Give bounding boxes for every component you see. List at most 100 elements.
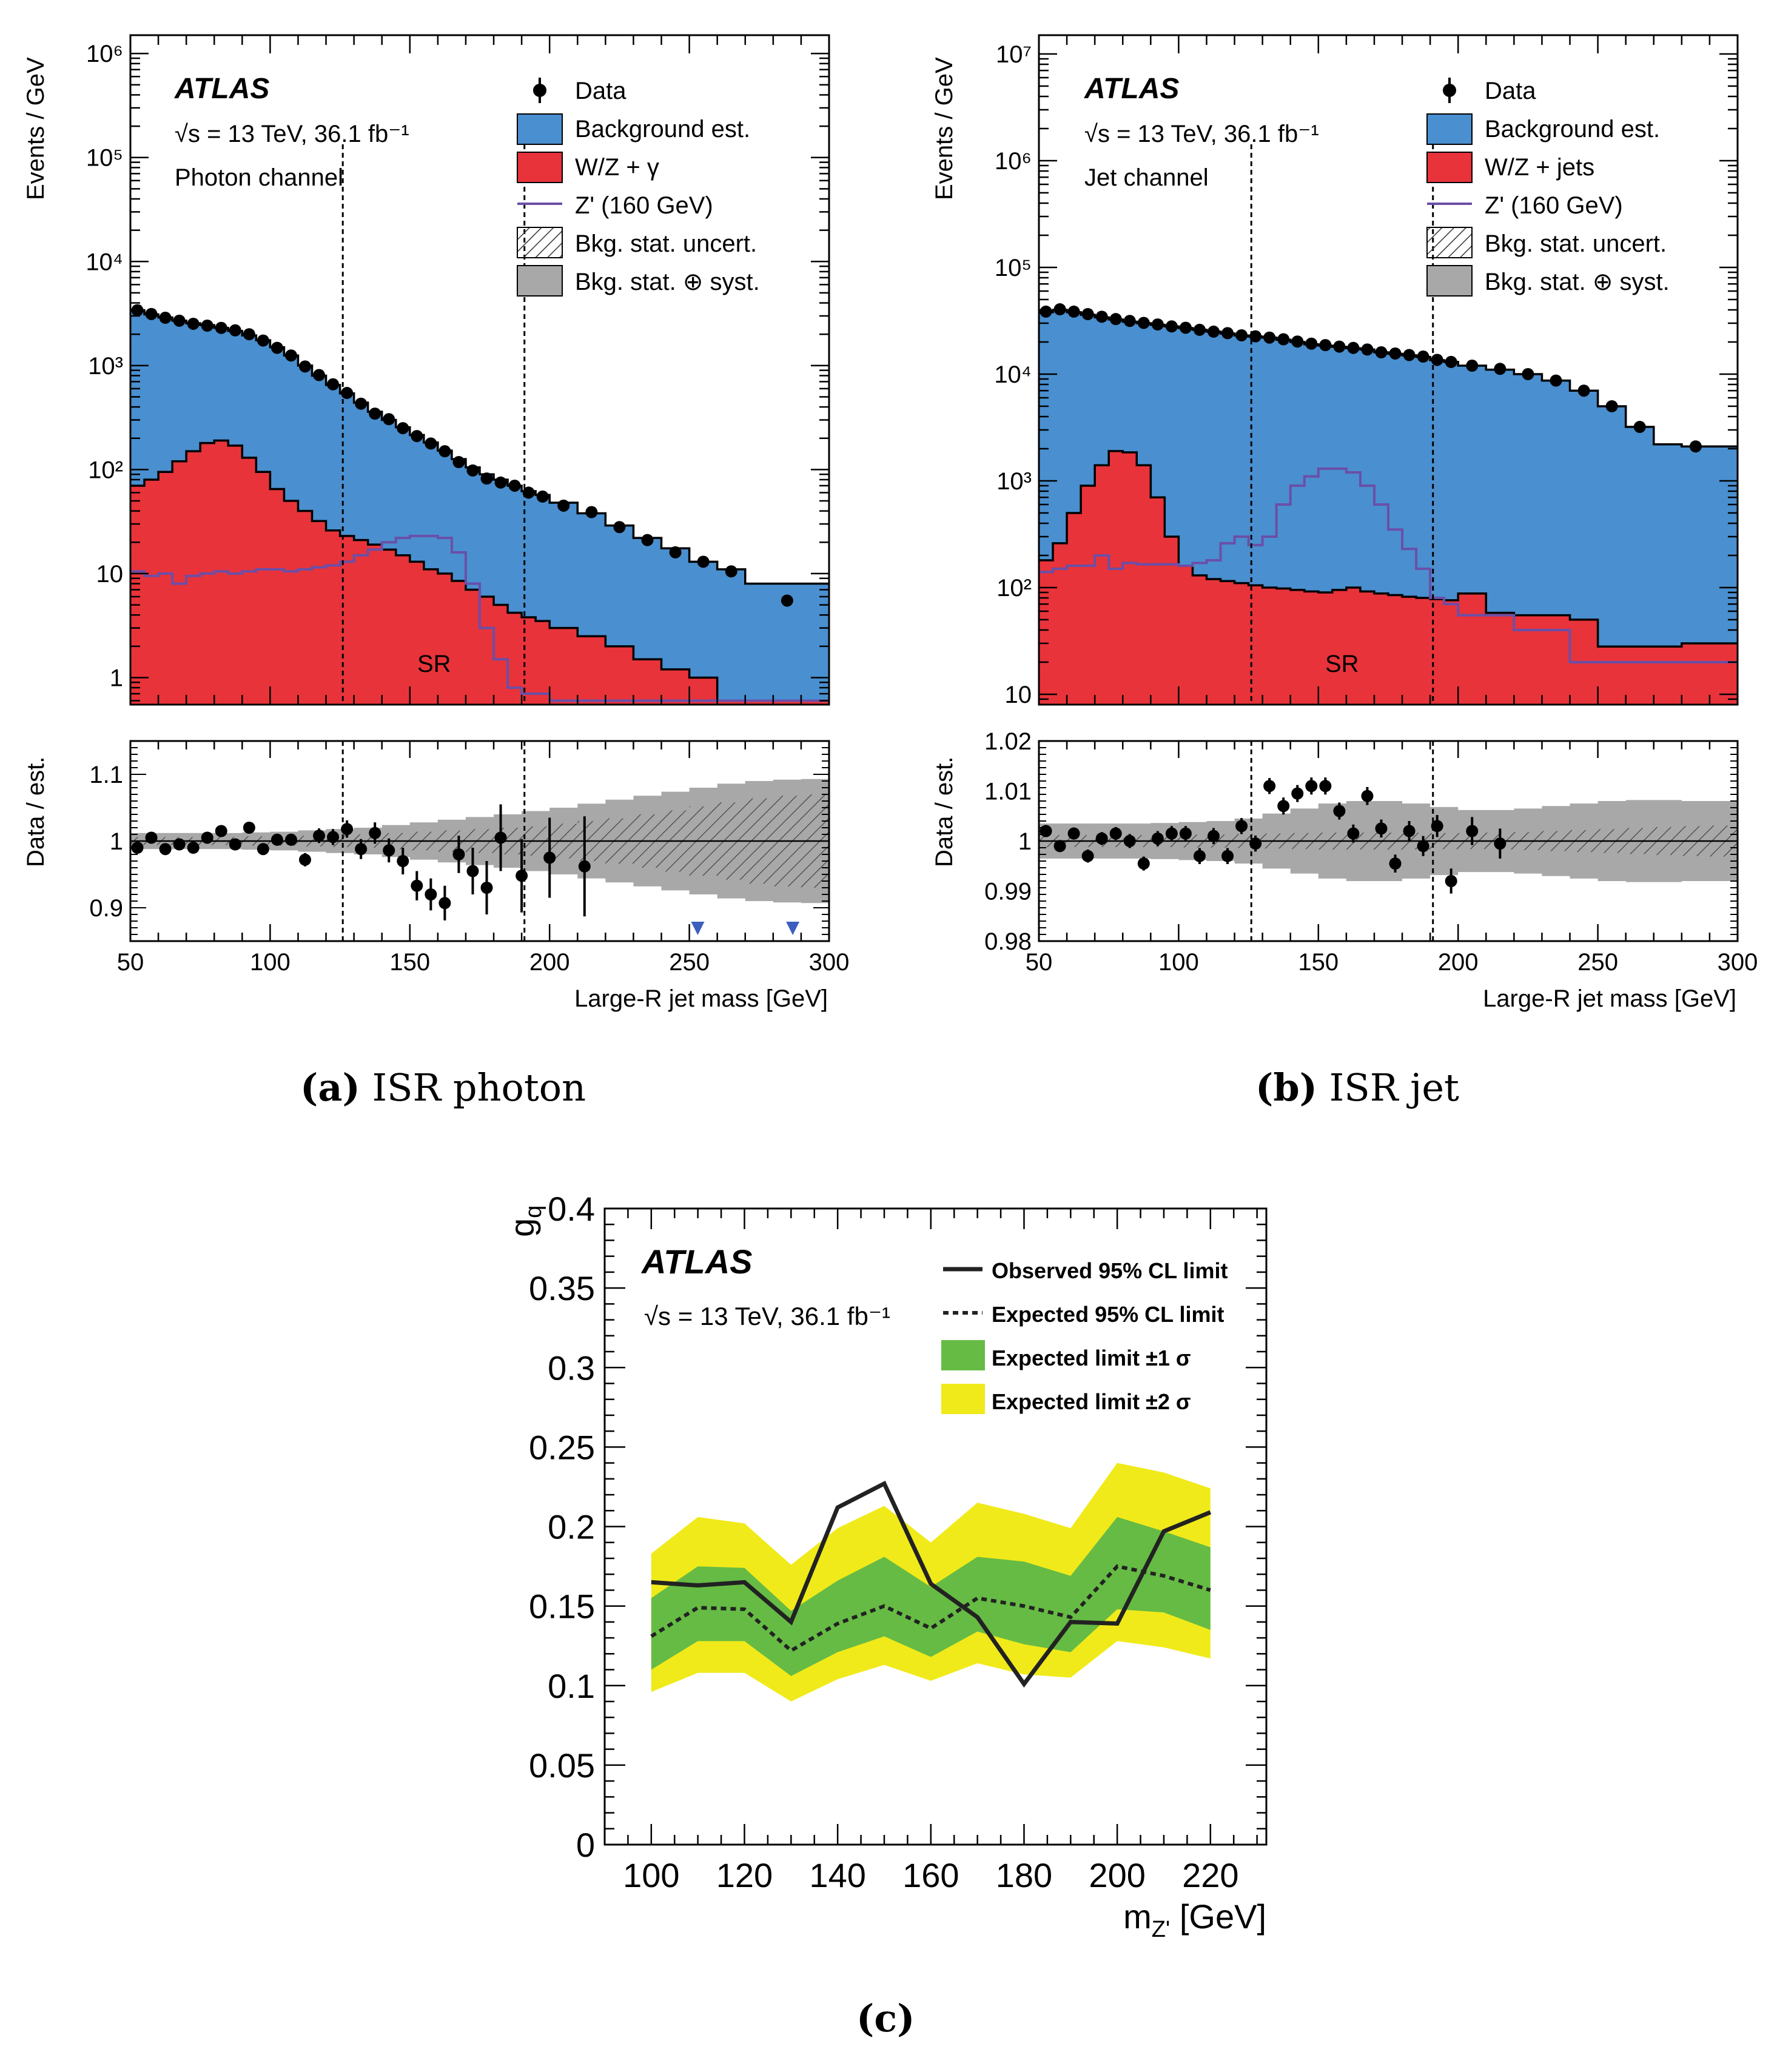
ratio-point: [1235, 820, 1248, 833]
ratio-point: [215, 825, 227, 837]
data-point: [1095, 310, 1108, 323]
ratio-point: [1040, 825, 1052, 837]
data-point: [229, 324, 241, 337]
data-point: [1123, 315, 1136, 327]
x-tick-label: 300: [809, 949, 850, 976]
legend-c-band2-swatch: [941, 1384, 985, 1414]
y-tick-label: 10⁴: [994, 361, 1032, 388]
ratio-point: [145, 831, 158, 844]
ratio-point: [1053, 840, 1066, 853]
data-point: [1689, 440, 1702, 453]
panel-c-xlabel-sub: Z': [1152, 1917, 1170, 1942]
legend-b-zprime: Z' (160 GeV): [1485, 192, 1623, 219]
ratio-point: [1319, 780, 1332, 793]
data-point: [1633, 421, 1646, 434]
ratio-point: [159, 843, 172, 856]
data-point: [781, 594, 793, 607]
y-tick-label: 10³: [88, 353, 123, 380]
ratio-point: [1431, 820, 1443, 833]
data-point: [173, 314, 186, 327]
data-point: [215, 321, 227, 334]
data-point: [522, 486, 535, 499]
wz-outline: [130, 439, 829, 702]
x-tick-label: 50: [1026, 949, 1053, 976]
ratio-point: [257, 843, 269, 856]
ratio-point: [1095, 832, 1108, 845]
ratio-point: [383, 844, 395, 857]
panel-a: 1 10 10² 10³ 10⁴ 10⁵ 10⁶ 0.9 1 1.1 50 100 150 200 250…: [22, 34, 850, 1012]
panel-c: 0 0.05 0.1 0.15 0.2 0.25 0.3 0.35 0.4 100 120 140 16…: [503, 1190, 1268, 1942]
panel-c-xlabel-unit: [GeV]: [1170, 1897, 1266, 1936]
panel-b-channel: Jet channel: [1084, 164, 1209, 191]
expected-1sigma-band: [651, 1517, 1211, 1677]
ratio-point: [201, 831, 213, 844]
ratio-point: [1389, 857, 1402, 870]
ratio-point: [543, 851, 556, 864]
data-point: [1605, 400, 1618, 412]
data-point: [1151, 318, 1164, 331]
ratio-point: [425, 888, 437, 900]
data-point: [299, 360, 311, 373]
data-point: [1550, 374, 1562, 387]
legend-a-syst: Bkg. stat. ⊕ syst.: [575, 269, 760, 295]
out-of-range-arrow: [786, 922, 800, 935]
caption-b: (b) ISR jet: [1255, 1065, 1459, 1110]
ratio-point: [1208, 830, 1220, 842]
ratio-point: [1151, 832, 1164, 845]
data-point: [369, 407, 381, 420]
y-tick-label: 0.05: [529, 1746, 595, 1785]
panel-b-xlabel-text: Large-R jet mass [GeV]: [1483, 985, 1736, 1012]
data-point: [1249, 330, 1262, 343]
x-tick-label: 200: [1089, 1856, 1145, 1894]
y-tick-label: 10³: [996, 468, 1032, 495]
x-tick-label: 50: [117, 949, 144, 976]
ratio-point: [173, 838, 186, 851]
data-point: [1053, 303, 1066, 316]
panel-b-xlabel: Large-R jet mass [GeV]: [1483, 985, 1736, 1012]
panel-c-title: ATLAS: [640, 1242, 753, 1281]
panel-a-xlabel: Large-R jet mass [GeV]: [574, 985, 828, 1012]
data-point: [411, 430, 423, 443]
legend-b-wz: W/Z + jets: [1485, 154, 1594, 181]
data-point: [145, 307, 158, 320]
panel-c-legend: Observed 95% CL limit Expected 95% CL li…: [941, 1258, 1228, 1414]
data-point: [1375, 346, 1388, 359]
wz-fill: [130, 440, 829, 705]
legend-b-stat: Bkg. stat. uncert.: [1485, 230, 1667, 257]
ratio-y-tick-label: 1: [110, 828, 123, 855]
legend-b-data: Data: [1485, 78, 1536, 104]
data-point: [201, 319, 213, 332]
data-point: [1403, 349, 1416, 361]
panel-b-ratio: 0.98 0.99 1 1.01 1.02 50 100 150 200 250 300: [984, 728, 1758, 976]
ratio-point: [1375, 822, 1388, 835]
legend-b-syst-swatch: [1426, 265, 1473, 297]
data-point: [613, 521, 626, 534]
data-point: [438, 445, 451, 458]
ratio-y-tick-label: 1.1: [89, 762, 123, 788]
panel-b-ratio-ylabel: Data / est.: [931, 757, 958, 867]
y-tick-label: 0: [576, 1826, 595, 1864]
y-tick-label: 0.1: [548, 1667, 595, 1705]
data-point: [494, 476, 507, 489]
legend-b-syst: Bkg. stat. ⊕ syst.: [1485, 269, 1670, 295]
y-tick-label: 10⁷: [996, 41, 1032, 68]
y-tick-label: 0.15: [529, 1588, 595, 1626]
legend-b-data-marker: [1443, 84, 1456, 97]
legend-b-wz-swatch: [1426, 152, 1473, 183]
data-point: [1305, 337, 1318, 350]
panel-b: 10 10² 10³ 10⁴ 10⁵ 10⁶ 10⁷ 0.98 0.99 1 1.01 1.02 50…: [931, 34, 1758, 1012]
ratio-point: [1466, 825, 1479, 837]
ratio-point: [1263, 780, 1276, 793]
ratio-point: [578, 860, 591, 873]
data-point: [327, 378, 340, 391]
ratio-point: [1333, 805, 1346, 817]
data-point: [1081, 308, 1094, 321]
ratio-point: [313, 830, 326, 842]
legend-c-expected: Expected 95% CL limit: [992, 1302, 1224, 1327]
panel-a-xlabel-text: Large-R jet mass [GeV]: [574, 985, 828, 1012]
ratio-point: [411, 879, 423, 892]
x-tick-label: 200: [1438, 949, 1479, 976]
y-tick-label: 0.4: [548, 1190, 595, 1228]
panel-b-title: ATLAS: [1084, 73, 1179, 105]
